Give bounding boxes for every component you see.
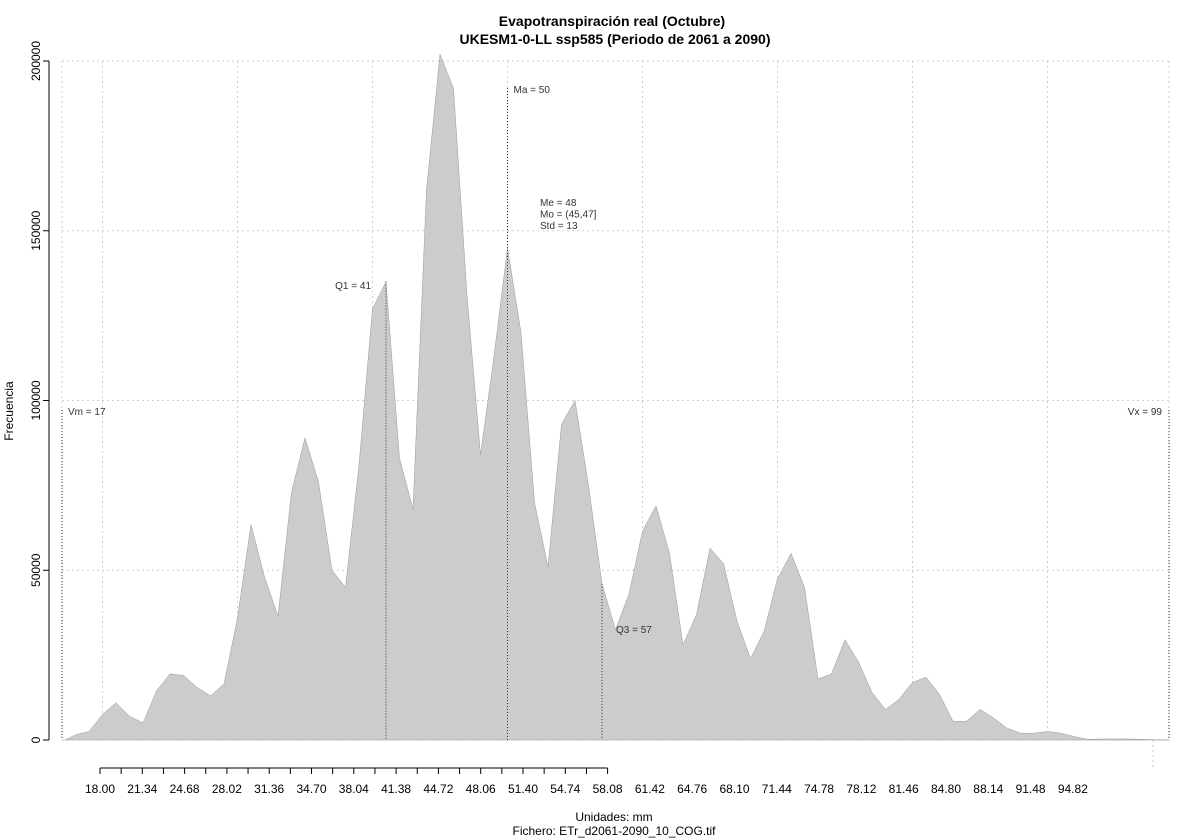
x-tick-label: 48.06 — [466, 782, 496, 796]
x-axis: 18.00 21.34 24.68 28.02 31.36 34.70 38.04 41.38… — [85, 767, 1088, 796]
marker-label: Q1 = 41 — [335, 281, 371, 292]
x-tick-label: 24.68 — [170, 782, 200, 796]
x-tick-label: 88.14 — [973, 782, 1003, 796]
x-tick-label: 31.36 — [254, 782, 284, 796]
y-axis-label: Frecuencia — [2, 381, 16, 441]
x-tick-label: 64.76 — [677, 782, 707, 796]
y-tick-label: 0 — [29, 736, 43, 743]
x-tick-label: 71.44 — [762, 782, 792, 796]
x-tick-label: 44.72 — [423, 782, 453, 796]
x-tick-label: 58.08 — [593, 782, 623, 796]
marker-label: Vm = 17 — [68, 407, 106, 418]
statistic-markers: Vm = 17 Q1 = 41 Ma = 50 Q3 = 57 Vx = 99 Me = … — [61, 85, 1170, 740]
x-tick-label: 51.40 — [508, 782, 538, 796]
marker-label: Vx = 99 — [1128, 407, 1163, 418]
x-tick-label: 61.42 — [635, 782, 665, 796]
x-tick-label: 78.12 — [846, 782, 876, 796]
x-tick-label: 18.00 — [85, 782, 115, 796]
x-tick-label: 28.02 — [212, 782, 242, 796]
x-tick-label: 34.70 — [296, 782, 326, 796]
x-tick-label: 74.78 — [804, 782, 834, 796]
y-tick-label: 200000 — [29, 41, 43, 81]
x-tick-label: 68.10 — [719, 782, 749, 796]
x-tick-label: 21.34 — [127, 782, 157, 796]
stat-label: Mo = (45,47] — [540, 210, 597, 221]
x-tick-label: 54.74 — [550, 782, 580, 796]
x-tick-label: 94.82 — [1058, 782, 1088, 796]
marker-label: Ma = 50 — [514, 85, 551, 96]
x-tick-label: 81.46 — [889, 782, 919, 796]
y-axis: 0 50000 100000 150000 200000 — [29, 41, 50, 743]
chart-title: Evapotranspiración real (Octubre) — [499, 13, 725, 29]
x-axis-label: Unidades: mm — [575, 810, 652, 824]
file-caption: Fichero: ETr_d2061-2090_10_COG.tif — [513, 824, 717, 838]
x-tick-label: 91.48 — [1016, 782, 1046, 796]
x-tick-label: 38.04 — [339, 782, 369, 796]
y-tick-label: 100000 — [29, 380, 43, 420]
stat-label: Me = 48 — [540, 198, 577, 209]
frequency-area — [64, 54, 1170, 741]
stat-label: Std = 13 — [540, 221, 578, 232]
y-tick-label: 50000 — [29, 553, 43, 587]
x-tick-label: 41.38 — [381, 782, 411, 796]
marker-label: Q3 = 57 — [616, 625, 652, 636]
y-tick-label: 150000 — [29, 210, 43, 250]
x-tick-label: 84.80 — [931, 782, 961, 796]
chart-subtitle: UKESM1-0-LL ssp585 (Periodo de 2061 a 20… — [460, 31, 771, 47]
